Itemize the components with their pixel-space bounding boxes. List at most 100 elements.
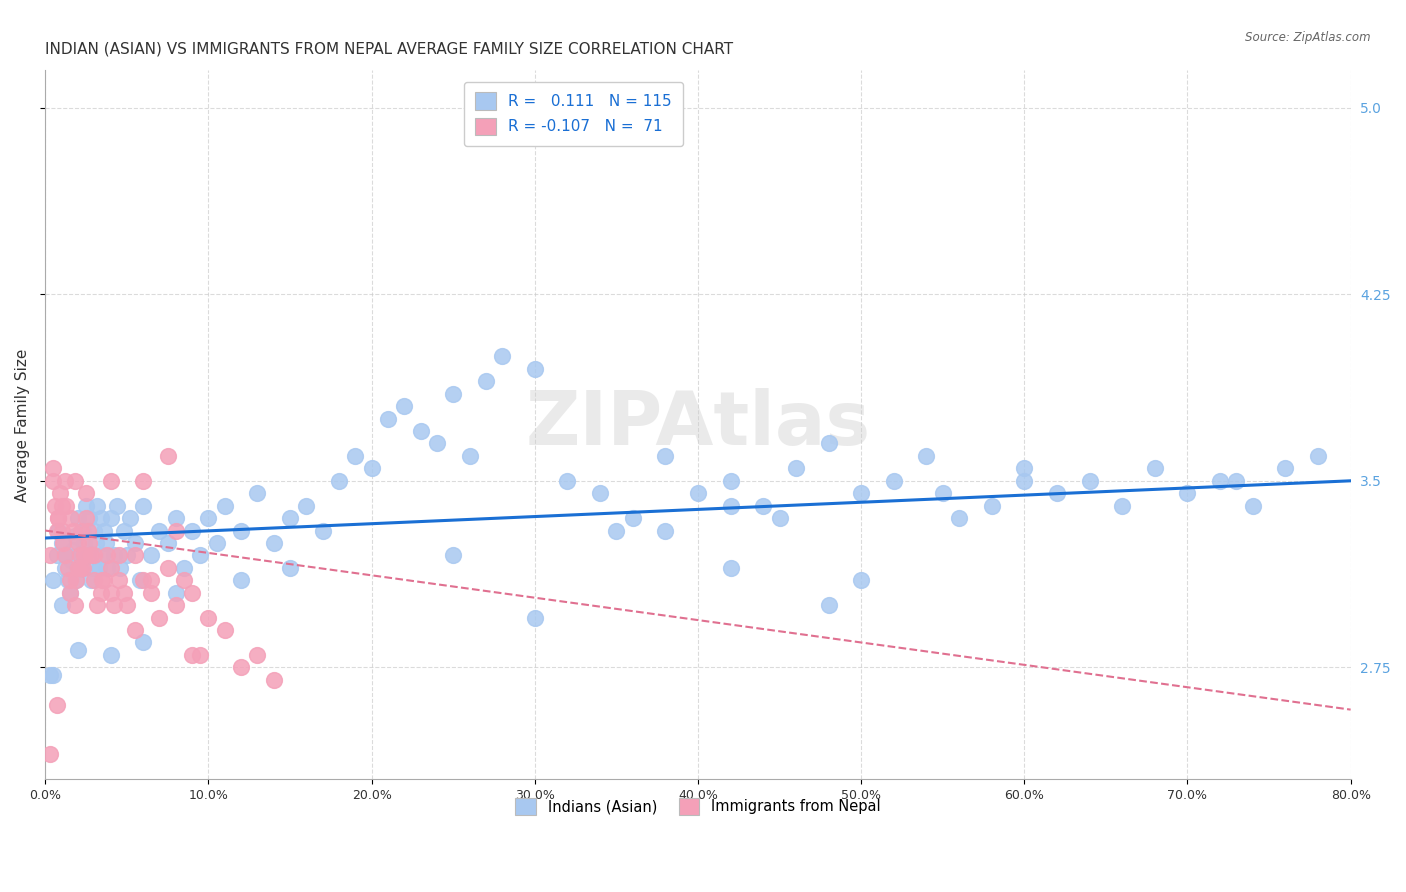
Point <box>1225 474 1247 488</box>
Point <box>409 424 432 438</box>
Point <box>62 543 84 558</box>
Point <box>849 486 872 500</box>
Point <box>214 623 236 637</box>
Point <box>60 553 83 567</box>
Point <box>44 499 66 513</box>
Point <box>62 524 84 538</box>
Text: INDIAN (ASIAN) VS IMMIGRANTS FROM NEPAL AVERAGE FAMILY SIZE CORRELATION CHART: INDIAN (ASIAN) VS IMMIGRANTS FROM NEPAL … <box>45 42 734 57</box>
Point <box>103 598 125 612</box>
Point <box>1014 461 1036 475</box>
Point <box>100 511 122 525</box>
Point <box>229 524 252 538</box>
Point <box>110 561 132 575</box>
Point <box>768 511 790 525</box>
Point <box>45 698 67 712</box>
Point <box>39 668 62 682</box>
Point <box>83 524 105 538</box>
Point <box>55 549 77 563</box>
Point <box>188 648 211 662</box>
Point <box>76 524 98 538</box>
Point <box>115 598 138 612</box>
Point <box>197 610 219 624</box>
Point <box>42 574 65 588</box>
Text: ZIPAtlas: ZIPAtlas <box>526 388 870 461</box>
Point <box>1177 486 1199 500</box>
Point <box>75 499 97 513</box>
Point <box>103 549 125 563</box>
Point <box>90 585 112 599</box>
Point <box>39 747 62 762</box>
Point <box>63 598 86 612</box>
Point <box>72 524 94 538</box>
Point <box>654 449 676 463</box>
Point <box>197 511 219 525</box>
Point <box>46 511 69 525</box>
Point <box>344 449 367 463</box>
Point <box>69 549 91 563</box>
Y-axis label: Average Family Size: Average Family Size <box>15 348 30 501</box>
Point <box>173 561 195 575</box>
Point <box>441 549 464 563</box>
Point <box>42 461 65 475</box>
Point <box>45 524 67 538</box>
Point <box>948 511 970 525</box>
Point <box>80 549 103 563</box>
Point <box>73 549 96 563</box>
Point <box>66 511 89 525</box>
Point <box>915 449 938 463</box>
Point <box>124 536 146 550</box>
Point <box>84 536 107 550</box>
Point <box>45 549 67 563</box>
Point <box>148 610 170 624</box>
Point <box>46 511 69 525</box>
Point <box>59 574 82 588</box>
Point <box>70 561 93 575</box>
Point <box>491 350 513 364</box>
Point <box>1143 461 1166 475</box>
Point <box>181 524 204 538</box>
Point <box>654 524 676 538</box>
Point <box>165 524 187 538</box>
Point <box>458 449 481 463</box>
Point <box>1111 499 1133 513</box>
Point <box>328 474 350 488</box>
Point <box>132 499 155 513</box>
Point <box>1014 474 1036 488</box>
Point <box>53 549 76 563</box>
Point <box>105 499 128 513</box>
Point <box>100 561 122 575</box>
Point <box>51 536 73 550</box>
Point <box>523 610 546 624</box>
Point <box>73 536 96 550</box>
Point <box>75 486 97 500</box>
Point <box>79 511 101 525</box>
Point <box>589 486 612 500</box>
Point <box>70 524 93 538</box>
Point <box>214 499 236 513</box>
Point <box>39 549 62 563</box>
Point <box>91 549 114 563</box>
Text: Source: ZipAtlas.com: Source: ZipAtlas.com <box>1246 31 1371 45</box>
Point <box>90 511 112 525</box>
Point <box>165 511 187 525</box>
Point <box>100 585 122 599</box>
Point <box>817 436 839 450</box>
Point <box>1209 474 1232 488</box>
Legend: Indians (Asian), Immigrants from Nepal: Indians (Asian), Immigrants from Nepal <box>505 788 890 825</box>
Point <box>42 474 65 488</box>
Point <box>557 474 579 488</box>
Point <box>51 797 73 811</box>
Point <box>246 486 269 500</box>
Point <box>56 561 79 575</box>
Point <box>65 574 87 588</box>
Point <box>82 561 104 575</box>
Point <box>49 486 72 500</box>
Point <box>141 574 163 588</box>
Point <box>148 524 170 538</box>
Point <box>129 574 152 588</box>
Point <box>51 598 73 612</box>
Point <box>1274 461 1296 475</box>
Point <box>94 536 117 550</box>
Point <box>46 792 69 806</box>
Point <box>124 623 146 637</box>
